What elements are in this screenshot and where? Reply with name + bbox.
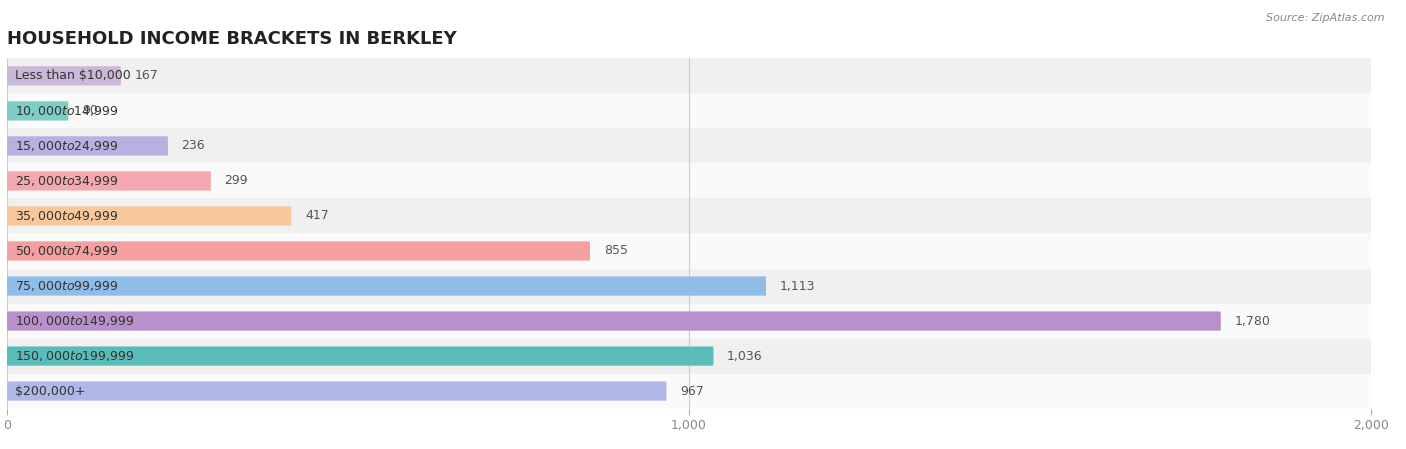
Bar bbox=[7, 304, 1371, 339]
FancyBboxPatch shape bbox=[7, 172, 211, 190]
Text: $25,000 to $34,999: $25,000 to $34,999 bbox=[15, 174, 118, 188]
Text: $150,000 to $199,999: $150,000 to $199,999 bbox=[15, 349, 135, 363]
Text: 1,780: 1,780 bbox=[1234, 315, 1271, 327]
Text: $50,000 to $74,999: $50,000 to $74,999 bbox=[15, 244, 118, 258]
Text: $75,000 to $99,999: $75,000 to $99,999 bbox=[15, 279, 118, 293]
Text: 299: 299 bbox=[225, 175, 249, 187]
FancyBboxPatch shape bbox=[7, 312, 1220, 330]
Bar bbox=[7, 374, 1371, 409]
Bar bbox=[7, 269, 1371, 304]
Text: Less than $10,000: Less than $10,000 bbox=[15, 70, 131, 82]
Text: 1,036: 1,036 bbox=[727, 350, 762, 362]
FancyBboxPatch shape bbox=[7, 66, 121, 85]
Text: 1,113: 1,113 bbox=[780, 280, 815, 292]
Text: Source: ZipAtlas.com: Source: ZipAtlas.com bbox=[1267, 13, 1385, 23]
Bar bbox=[7, 93, 1371, 128]
Text: 167: 167 bbox=[135, 70, 159, 82]
Bar bbox=[7, 58, 1371, 93]
FancyBboxPatch shape bbox=[7, 207, 291, 225]
Text: $15,000 to $24,999: $15,000 to $24,999 bbox=[15, 139, 118, 153]
FancyBboxPatch shape bbox=[7, 101, 69, 120]
Bar bbox=[7, 128, 1371, 163]
Text: HOUSEHOLD INCOME BRACKETS IN BERKLEY: HOUSEHOLD INCOME BRACKETS IN BERKLEY bbox=[7, 31, 457, 48]
Text: $35,000 to $49,999: $35,000 to $49,999 bbox=[15, 209, 118, 223]
Text: 90: 90 bbox=[82, 105, 98, 117]
FancyBboxPatch shape bbox=[7, 347, 713, 365]
Text: 855: 855 bbox=[603, 245, 627, 257]
Text: 967: 967 bbox=[681, 385, 704, 397]
Bar bbox=[7, 339, 1371, 374]
Bar bbox=[7, 198, 1371, 233]
FancyBboxPatch shape bbox=[7, 136, 167, 155]
FancyBboxPatch shape bbox=[7, 277, 766, 295]
Text: 417: 417 bbox=[305, 210, 329, 222]
Text: $200,000+: $200,000+ bbox=[15, 385, 86, 397]
Text: 236: 236 bbox=[181, 140, 205, 152]
Bar bbox=[7, 233, 1371, 269]
FancyBboxPatch shape bbox=[7, 382, 666, 401]
Text: $100,000 to $149,999: $100,000 to $149,999 bbox=[15, 314, 135, 328]
FancyBboxPatch shape bbox=[7, 242, 591, 260]
Bar bbox=[7, 163, 1371, 198]
Text: $10,000 to $14,999: $10,000 to $14,999 bbox=[15, 104, 118, 118]
